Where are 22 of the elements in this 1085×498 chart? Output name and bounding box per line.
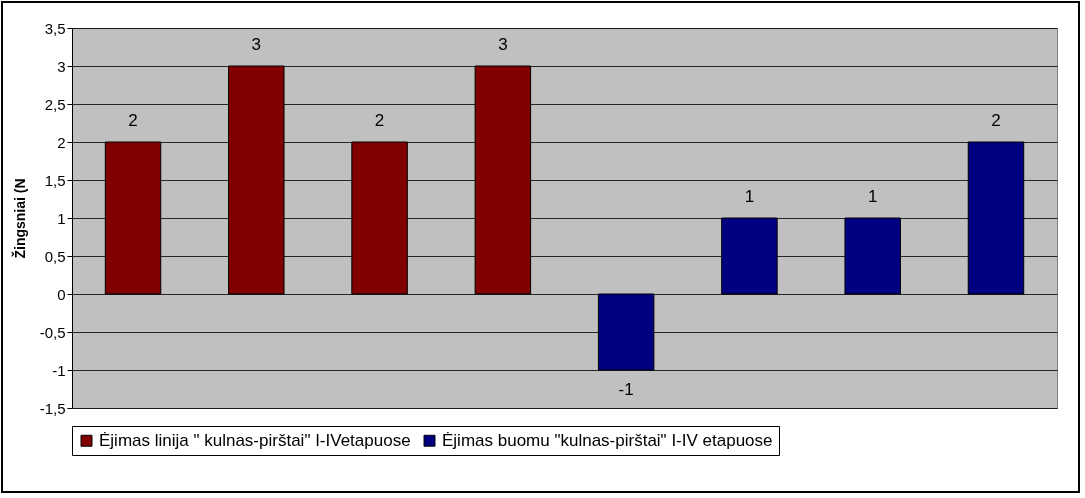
- data-label: 2: [374, 111, 385, 130]
- y-tick-label: 0,5: [44, 247, 66, 265]
- y-tick-label: -1: [52, 361, 66, 379]
- y-tick-label: 0: [57, 285, 66, 303]
- y-axis-title: Žingsniai (N: [10, 178, 28, 259]
- y-tick-label: 1,5: [44, 171, 66, 189]
- y-tick-label: 1: [57, 209, 66, 227]
- legend-label: Ėjimas linija " kulnas-pirštai" I-IVetapuose: [99, 430, 411, 450]
- legend-label: Ėjimas buomu "kulnas-pirštai" I-IV etapuose: [442, 430, 773, 450]
- data-label: 2: [128, 111, 138, 130]
- y-tick-label: 2,5: [44, 95, 66, 113]
- data-label: 3: [498, 35, 508, 54]
- y-tick-label: 3,5: [44, 19, 66, 37]
- data-label: -1: [618, 380, 634, 399]
- data-label: 1: [867, 187, 878, 206]
- y-tick-label: -0,5: [39, 323, 66, 341]
- data-label: 2: [991, 111, 1001, 130]
- y-tick-label: 3: [57, 57, 66, 75]
- data-label: 3: [251, 35, 262, 54]
- data-label: 1: [744, 187, 755, 206]
- y-tick-label: 2: [57, 133, 66, 151]
- y-tick-label: -1,5: [39, 399, 66, 417]
